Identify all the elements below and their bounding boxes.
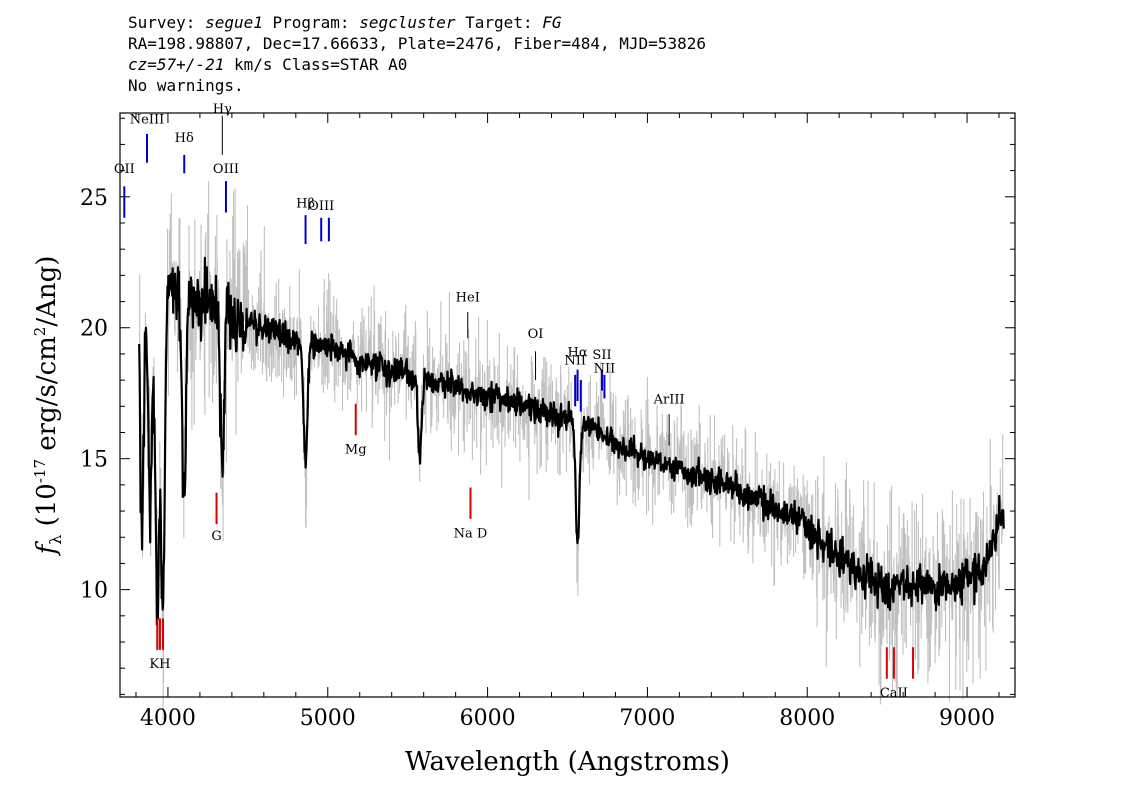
target-label: Target: — [455, 13, 543, 32]
x-tick-label: 5000 — [300, 706, 356, 731]
line-marker-label-18: Na D — [454, 526, 488, 541]
axes: 4000 5000 6000 7000 8000 9000 10 15 20 25 — [80, 113, 1015, 731]
line-marker-label-16: Mg — [345, 442, 367, 457]
redshift-value: cz=57+/-21 — [128, 55, 225, 74]
line-marker-label-11: Hα — [568, 346, 588, 361]
y-tick-label: 10 — [80, 579, 108, 604]
x-tick-label: 7000 — [619, 706, 675, 731]
y-tick-label: 25 — [80, 186, 108, 211]
x-axis-label: Wavelength (Angstroms) — [405, 747, 730, 777]
x-tick-label: 6000 — [460, 706, 516, 731]
line-marker-label-22: CaII — [880, 686, 908, 701]
y-tick-label: 15 — [80, 448, 108, 473]
program-label: Program: — [262, 13, 360, 32]
spectrum-header: Survey: segue1 Program: segcluster Targe… — [128, 12, 706, 96]
flux-series — [138, 256, 1005, 626]
plot-frame — [119, 112, 1016, 698]
line-marker-label-6: OIII — [308, 199, 334, 214]
survey-label: Survey: — [128, 13, 206, 32]
x-tick-label: 4000 — [140, 706, 196, 731]
line-marker-label-17: G — [211, 529, 221, 544]
flux-line — [138, 256, 1005, 626]
noise-spikes — [138, 181, 1005, 720]
header-line-3: cz=57+/-21 km/s Class=STAR A0 — [128, 54, 706, 75]
x-tick-label: 9000 — [939, 706, 995, 731]
header-line-1: Survey: segue1 Program: segcluster Targe… — [128, 12, 706, 33]
line-marker-label-8: HeI — [456, 291, 480, 306]
header-line-4: No warnings. — [128, 76, 244, 95]
line-marker-label-1: NeIII — [130, 112, 164, 127]
line-marker-label-2: Hδ — [175, 131, 194, 146]
y-axis-label: fλ (10-17 erg/s/cm2/Ang) — [31, 256, 65, 557]
header-line-2: RA=198.98807, Dec=17.66633, Plate=2476, … — [128, 34, 706, 53]
survey-value: segue1 — [205, 13, 263, 32]
line-marker-label-0: OII — [114, 162, 135, 177]
class-value: km/s Class=STAR A0 — [224, 55, 408, 74]
y-tick-label: 20 — [80, 317, 108, 342]
line-marker-label-10: NII — [564, 353, 586, 368]
program-value: segcluster — [359, 13, 456, 32]
line-marker-label-13: SII — [592, 348, 611, 363]
line-marker-label-19: KH — [149, 657, 170, 672]
line-marker-label-9: OI — [528, 327, 544, 342]
noise-band — [138, 181, 1005, 720]
line-marker-label-14: NII — [594, 361, 616, 376]
x-tick-label: 8000 — [779, 706, 835, 731]
line-marker-label-3: Hγ — [213, 102, 232, 117]
line-marker-label-5: Hβ — [296, 196, 315, 211]
line-marker-label-15: ArIII — [653, 393, 685, 408]
line-marker-label-4: OIII — [213, 162, 239, 177]
target-value: FG — [542, 13, 562, 32]
